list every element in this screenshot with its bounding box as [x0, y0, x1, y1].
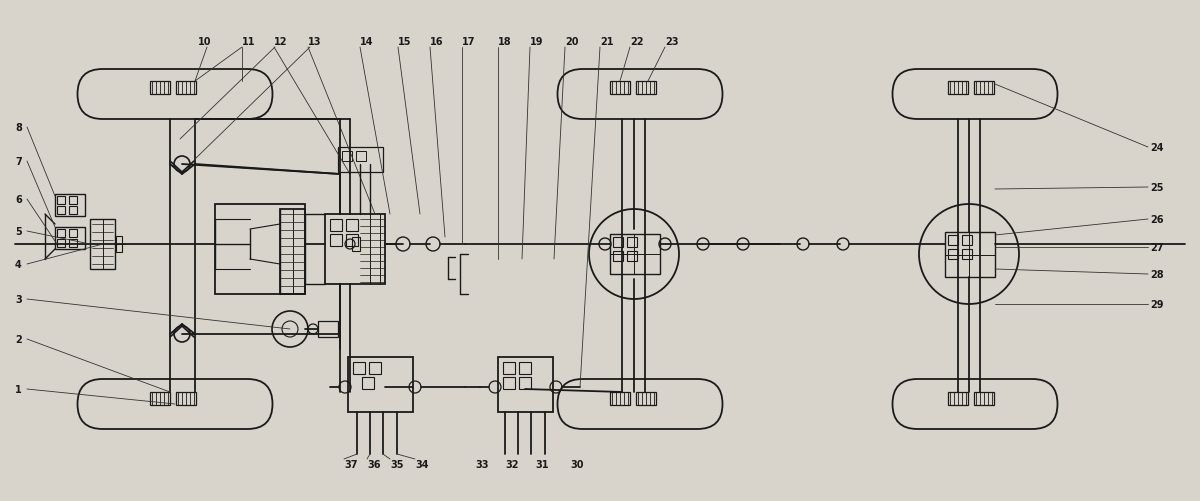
Bar: [342, 152, 352, 162]
Text: 12: 12: [274, 37, 288, 47]
Bar: [628, 252, 637, 262]
Bar: [636, 82, 656, 95]
Text: 27: 27: [1150, 242, 1164, 253]
Bar: [610, 234, 660, 275]
Bar: [150, 82, 170, 95]
Bar: [318, 321, 338, 337]
Bar: [962, 235, 972, 245]
Text: 3: 3: [14, 295, 22, 305]
Text: 30: 30: [570, 459, 583, 469]
Bar: [280, 209, 305, 295]
Text: 17: 17: [462, 37, 475, 47]
Bar: [116, 236, 122, 253]
Text: 5: 5: [14, 226, 22, 236]
Bar: [58, 239, 65, 247]
Bar: [962, 249, 972, 260]
Text: 2: 2: [14, 334, 22, 344]
Text: 20: 20: [565, 37, 578, 47]
Text: 7: 7: [14, 157, 22, 167]
Bar: [70, 229, 77, 237]
Text: 32: 32: [505, 459, 518, 469]
Bar: [150, 392, 170, 405]
Text: 14: 14: [360, 37, 373, 47]
Text: 24: 24: [1150, 143, 1164, 153]
Bar: [946, 232, 995, 278]
Bar: [346, 219, 358, 231]
Text: 33: 33: [475, 459, 488, 469]
Bar: [613, 252, 623, 262]
Bar: [176, 392, 196, 405]
Bar: [215, 204, 305, 295]
Text: 19: 19: [530, 37, 544, 47]
Text: 15: 15: [398, 37, 412, 47]
Bar: [55, 194, 85, 216]
Text: 35: 35: [390, 459, 403, 469]
Bar: [58, 206, 65, 214]
Bar: [352, 237, 360, 252]
Text: 29: 29: [1150, 300, 1164, 310]
Bar: [338, 148, 383, 173]
Text: 1: 1: [14, 384, 22, 394]
Text: 37: 37: [344, 459, 358, 469]
Bar: [70, 206, 77, 214]
Bar: [330, 219, 342, 231]
Text: 13: 13: [308, 37, 322, 47]
Bar: [58, 229, 65, 237]
Bar: [498, 357, 553, 412]
Text: 8: 8: [14, 123, 22, 133]
Bar: [348, 357, 413, 412]
Bar: [362, 377, 374, 389]
Text: 11: 11: [242, 37, 256, 47]
Bar: [346, 234, 358, 246]
Bar: [520, 377, 530, 389]
Bar: [613, 237, 623, 247]
Text: 21: 21: [600, 37, 613, 47]
Bar: [353, 362, 365, 374]
Bar: [948, 392, 968, 405]
Bar: [520, 362, 530, 374]
Text: 34: 34: [415, 459, 428, 469]
Text: 6: 6: [14, 194, 22, 204]
Bar: [325, 214, 385, 285]
Bar: [90, 219, 115, 270]
Text: 26: 26: [1150, 214, 1164, 224]
Bar: [58, 196, 65, 204]
Text: 18: 18: [498, 37, 511, 47]
Text: 4: 4: [14, 260, 22, 270]
Text: 10: 10: [198, 37, 211, 47]
Bar: [55, 227, 85, 249]
Bar: [948, 235, 958, 245]
Bar: [176, 82, 196, 95]
Bar: [610, 392, 630, 405]
Bar: [636, 392, 656, 405]
Bar: [974, 82, 994, 95]
Bar: [370, 362, 382, 374]
Bar: [948, 249, 958, 260]
Bar: [356, 152, 366, 162]
Bar: [503, 377, 515, 389]
Text: 16: 16: [430, 37, 444, 47]
Bar: [628, 237, 637, 247]
Bar: [503, 362, 515, 374]
Text: 28: 28: [1150, 270, 1164, 280]
Bar: [330, 234, 342, 246]
Bar: [70, 196, 77, 204]
Bar: [70, 239, 77, 247]
Bar: [974, 392, 994, 405]
Text: 25: 25: [1150, 183, 1164, 192]
Text: 31: 31: [535, 459, 548, 469]
Bar: [948, 82, 968, 95]
Text: 23: 23: [665, 37, 678, 47]
Text: 36: 36: [367, 459, 380, 469]
Text: 22: 22: [630, 37, 643, 47]
Bar: [610, 82, 630, 95]
